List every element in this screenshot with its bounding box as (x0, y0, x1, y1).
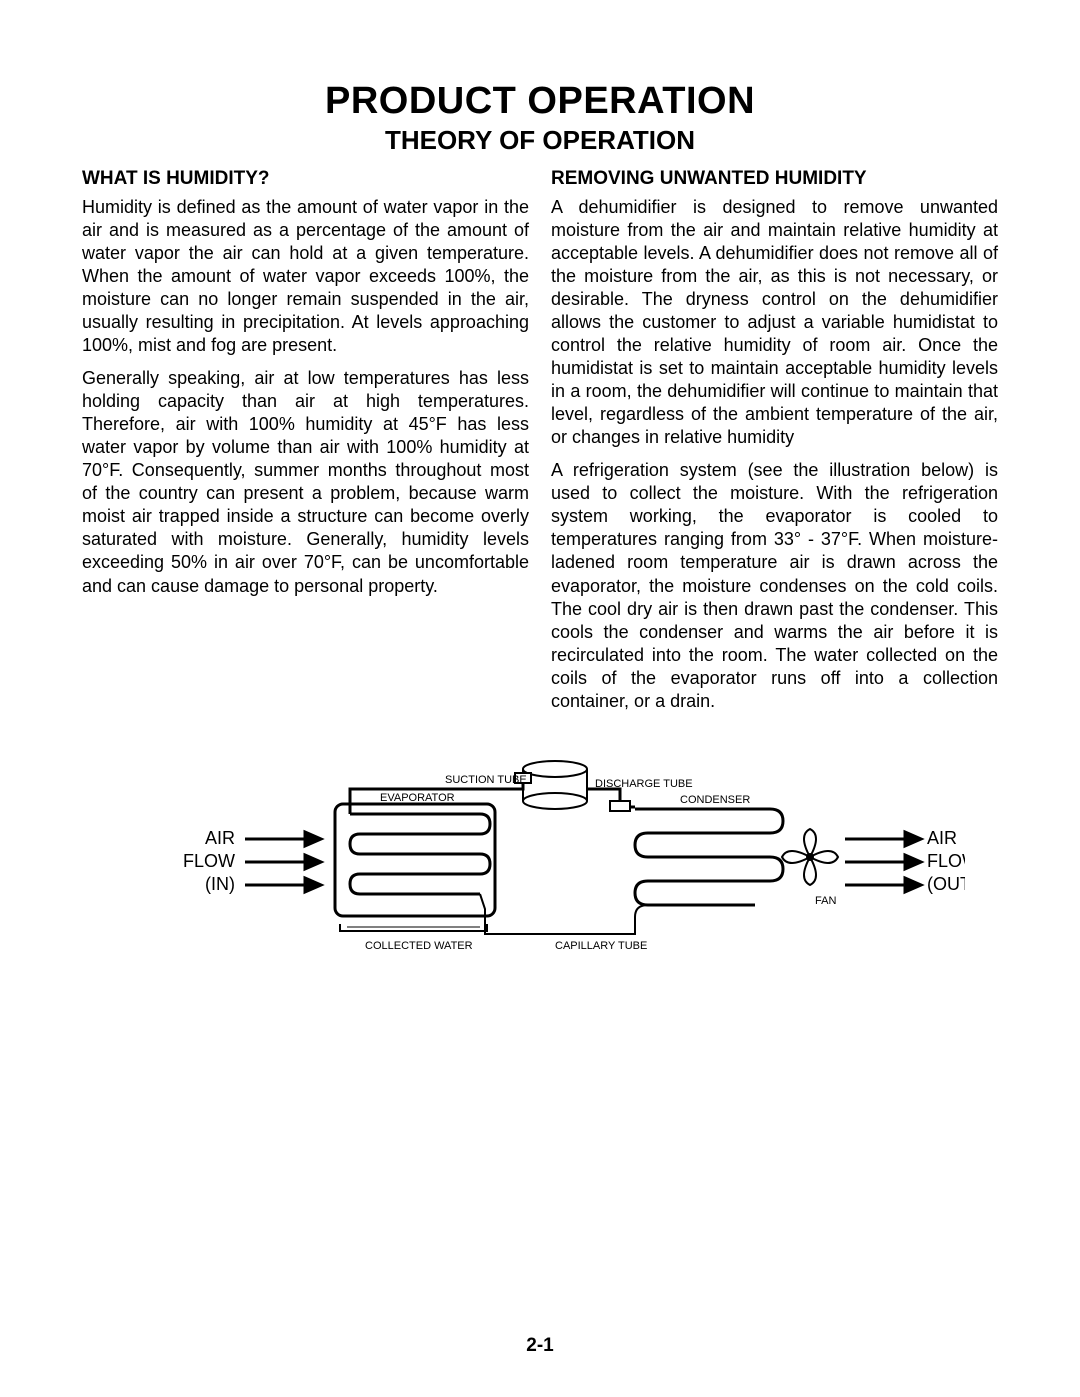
page-title: PRODUCT OPERATION (82, 80, 998, 123)
right-para-1: A dehumidifier is designed to remove unw… (551, 196, 998, 449)
left-para-1: Humidity is defined as the amount of wat… (82, 196, 529, 357)
diagram-container: AIR FLOW (IN) (82, 749, 998, 969)
compressor-icon (523, 761, 587, 809)
suction-tube-label: SUCTION TUBE (445, 774, 527, 786)
arrow-in-icon (245, 832, 321, 892)
air-out-label-2: FLOW (927, 851, 965, 871)
condenser-coil-icon (635, 809, 783, 905)
fan-icon (782, 829, 838, 885)
fan-label: FAN (815, 895, 836, 907)
capillary-tube-label: CAPILLARY TUBE (555, 940, 647, 952)
evaporator-box (335, 804, 495, 916)
right-heading: REMOVING UNWANTED HUMIDITY (551, 168, 998, 190)
air-in-label-1: AIR (205, 828, 235, 848)
collected-water-label: COLLECTED WATER (365, 940, 473, 952)
condenser-label: CONDENSER (680, 794, 750, 806)
air-in-label-3: (IN) (205, 874, 235, 894)
refrigeration-diagram: AIR FLOW (IN) (115, 749, 965, 969)
right-column: REMOVING UNWANTED HUMIDITY A dehumidifie… (551, 168, 998, 723)
evaporator-coil-icon (350, 814, 490, 894)
evaporator-label: EVAPORATOR (380, 792, 455, 804)
air-in-label-2: FLOW (183, 851, 235, 871)
content-columns: WHAT IS HUMIDITY? Humidity is defined as… (82, 168, 998, 723)
left-para-2: Generally speaking, air at low temperatu… (82, 367, 529, 597)
page-number: 2-1 (0, 1335, 1080, 1357)
air-out-label-1: AIR (927, 828, 957, 848)
air-out-label-3: (OUT) (927, 874, 965, 894)
page-subtitle: THEORY OF OPERATION (82, 125, 998, 156)
left-column: WHAT IS HUMIDITY? Humidity is defined as… (82, 168, 529, 723)
left-heading: WHAT IS HUMIDITY? (82, 168, 529, 190)
capillary-tube-icon (480, 894, 648, 934)
right-para-2: A refrigeration system (see the illustra… (551, 459, 998, 712)
discharge-tube-label: DISCHARGE TUBE (595, 778, 693, 790)
arrow-out-icon (845, 832, 921, 892)
